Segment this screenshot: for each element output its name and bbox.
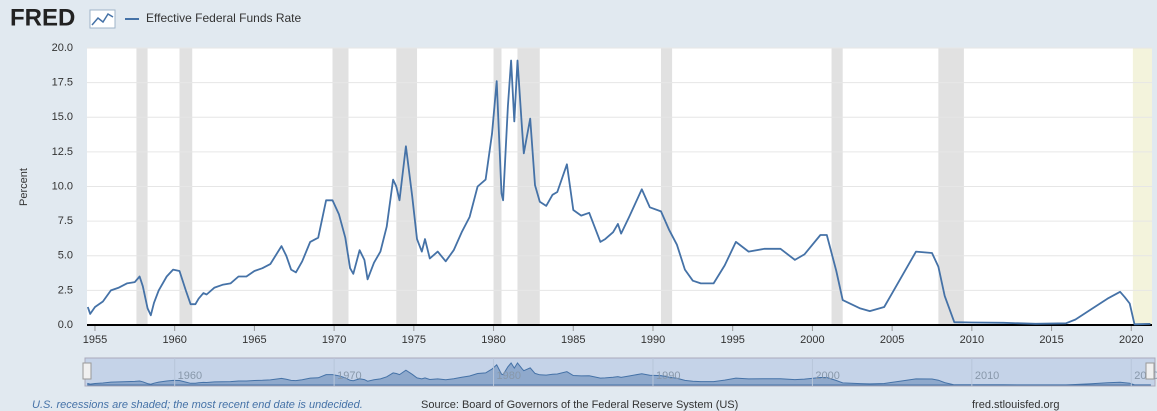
x-tick-label: 1960 [162,334,186,346]
x-tick-label: 1995 [720,334,744,346]
legend-label: Effective Federal Funds Rate [146,11,302,25]
series-line [86,59,1151,326]
logo: FRED [10,4,75,31]
y-tick-label: 15.0 [52,111,73,123]
x-tick-label: 1985 [561,334,585,346]
source: Source: Board of Governors of the Federa… [421,399,738,411]
navigator-handle[interactable] [82,362,92,380]
y-tick-label: 20.0 [52,42,73,54]
y-tick-label: 7.5 [58,215,73,227]
x-tick-label: 1970 [322,334,346,346]
x-tick-label: 1980 [481,334,505,346]
navigator-handle[interactable] [1145,362,1155,380]
x-tick-label: 1990 [641,334,665,346]
x-tick-label: 2005 [880,334,904,346]
recession-note: U.S. recessions are shaded; the most rec… [32,399,363,411]
x-tick-label: 1955 [83,334,107,346]
site: fred.stlouisfed.org [972,399,1059,411]
logo-icon [89,9,116,29]
navigator-tick-label: 1990 [656,370,680,382]
navigator-tick-label: 2000 [815,370,839,382]
y-tick-label: 12.5 [52,146,73,158]
x-tick-label: 2020 [1119,334,1143,346]
navigator-tick-label: 1970 [337,370,361,382]
x-tick-label: 2000 [800,334,824,346]
y-tick-label: 5.0 [58,250,73,262]
y-tick-label: 0.0 [58,319,73,331]
x-tick-label: 2010 [960,334,984,346]
x-tick-label: 1975 [402,334,426,346]
y-tick-label: 10.0 [52,180,73,192]
y-axis-label: Percent [18,168,30,206]
navigator-series [87,362,1151,386]
y-tick-label: 17.5 [52,77,73,89]
x-tick-label: 2015 [1039,334,1063,346]
navigator-tick-label: 2010 [975,370,999,382]
y-tick-label: 2.5 [58,284,73,296]
navigator-tick-label: 1980 [497,370,521,382]
x-tick-label: 1965 [242,334,266,346]
navigator-tick-label: 1960 [178,370,202,382]
